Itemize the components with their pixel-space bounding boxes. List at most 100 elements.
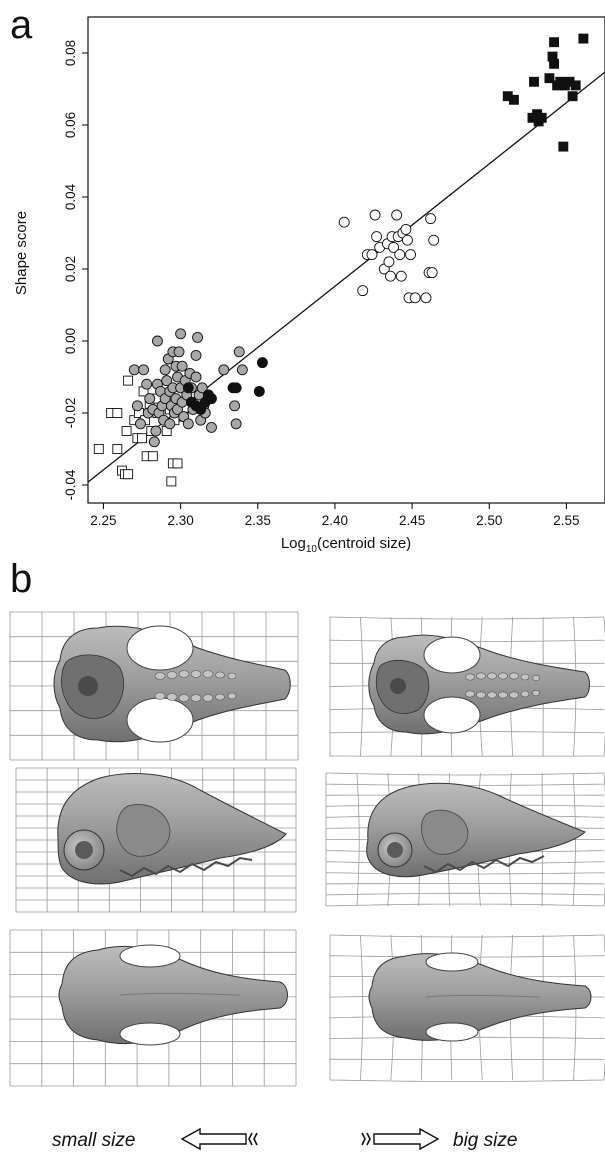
point-circle-open xyxy=(425,213,437,225)
skull-lateral-small xyxy=(57,773,287,885)
point-square-black xyxy=(549,37,560,48)
point-circle-black xyxy=(182,382,194,394)
point-circle-gray xyxy=(159,364,171,376)
y-tick-label: 0.06 xyxy=(63,112,78,138)
y-tick-label: 0.02 xyxy=(63,256,78,282)
point-circle-black xyxy=(253,385,265,397)
x-axis-ticks: 2.25 2.30 2.35 2.40 2.45 2.50 2.55 xyxy=(90,503,580,528)
point-circle-gray xyxy=(135,418,146,430)
point-circle-open xyxy=(338,216,350,228)
point-circle-gray xyxy=(190,349,202,361)
plot-frame xyxy=(87,16,605,504)
x-tick-label: 2.40 xyxy=(322,513,348,528)
caption-small-size: small size xyxy=(52,1130,135,1151)
point-circle-open xyxy=(369,209,381,221)
skull-lateral-big xyxy=(366,782,586,878)
x-axis-label-subscript: 10 xyxy=(306,544,318,555)
point-square-open xyxy=(93,444,104,454)
point-square-open xyxy=(172,458,183,469)
y-tick-label: -0.04 xyxy=(63,469,78,500)
point-circle-gray xyxy=(173,346,185,358)
point-circle-open xyxy=(420,292,432,304)
x-axis-label-prefix: Log xyxy=(281,535,306,552)
skull-dorsal-small xyxy=(58,944,288,1046)
point-circle-open xyxy=(391,209,403,221)
point-circle-gray xyxy=(148,436,160,448)
skull-ventral-small xyxy=(53,625,291,743)
point-circle-gray xyxy=(218,364,230,376)
x-axis-label: Log10(centroid size) xyxy=(281,535,411,555)
x-tick-label: 2.35 xyxy=(245,513,271,528)
grid-line-horizontal xyxy=(325,772,605,776)
arrow-right-icon xyxy=(361,1127,440,1151)
point-circle-gray xyxy=(230,418,242,430)
point-circle-gray xyxy=(161,375,173,387)
point-square-open xyxy=(137,433,147,444)
point-circle-gray xyxy=(175,328,187,340)
point-circle-black xyxy=(256,357,268,369)
grid-line-horizontal xyxy=(329,731,605,734)
x-tick-label: 2.25 xyxy=(90,513,116,528)
point-square-black xyxy=(549,58,560,69)
point-square-open xyxy=(112,444,123,454)
point-circle-gray xyxy=(144,393,156,405)
point-circle-open xyxy=(426,267,438,279)
point-circle-black xyxy=(230,382,242,394)
point-square-open xyxy=(121,426,132,436)
point-circle-gray xyxy=(138,364,150,376)
tooth-row-lower xyxy=(154,692,237,702)
point-circle-open xyxy=(400,223,412,235)
grid-line-horizontal xyxy=(325,872,605,875)
point-square-open xyxy=(123,375,134,386)
y-tick-label: 0.04 xyxy=(63,183,78,210)
point-circle-open xyxy=(388,241,400,253)
point-square-open xyxy=(112,408,123,418)
grid-line-vertical xyxy=(360,616,364,757)
point-circle-gray xyxy=(176,360,188,372)
caption-big-size: big size xyxy=(453,1130,517,1151)
x-tick-label: 2.30 xyxy=(167,513,193,528)
grid-line-vertical xyxy=(360,934,364,1081)
point-circle-gray xyxy=(196,382,208,394)
point-square-open xyxy=(123,469,134,480)
data-points xyxy=(93,33,589,487)
grid-line-horizontal xyxy=(325,892,605,896)
point-circle-open xyxy=(409,292,421,304)
point-circle-open xyxy=(428,234,440,246)
panel-letter-b: b xyxy=(10,557,32,601)
point-circle-gray xyxy=(229,400,241,412)
point-square-black xyxy=(508,94,519,105)
point-square-black xyxy=(567,91,578,102)
panel-letter-a: a xyxy=(10,3,33,47)
point-circle-open xyxy=(405,249,416,261)
point-circle-gray xyxy=(131,400,143,412)
point-circle-gray xyxy=(150,425,162,437)
point-circle-open xyxy=(366,249,378,261)
tooth-row-lower xyxy=(465,689,540,699)
y-axis-ticks: -0.04 -0.02 0.00 0.02 0.04 0.06 0.08 xyxy=(63,40,88,500)
point-square-black xyxy=(529,76,539,87)
point-circle-black xyxy=(206,393,217,405)
point-circle-open xyxy=(385,270,396,282)
grid-line-horizontal xyxy=(329,934,605,938)
point-circle-gray xyxy=(192,331,204,343)
point-square-open xyxy=(166,476,177,487)
point-circle-gray xyxy=(141,378,153,390)
point-circle-open xyxy=(394,249,406,261)
y-tick-label: -0.02 xyxy=(63,398,78,429)
scatter-plot: 2.25 2.30 2.35 2.40 2.45 2.50 2.55 -0.04 -0.02 0… xyxy=(63,16,605,528)
point-square-black xyxy=(558,141,569,152)
y-tick-label: 0.00 xyxy=(63,328,78,354)
point-circle-open xyxy=(383,256,395,268)
grid-line-horizontal xyxy=(325,903,605,907)
grid-line-horizontal xyxy=(329,1079,605,1083)
y-tick-label: 0.08 xyxy=(63,40,78,66)
point-circle-gray xyxy=(190,371,202,383)
point-square-black xyxy=(570,80,581,91)
grid-line-horizontal xyxy=(329,616,605,620)
x-tick-label: 2.50 xyxy=(476,513,502,528)
tooth-row-upper xyxy=(154,670,237,680)
x-tick-label: 2.45 xyxy=(399,513,425,528)
arrow-left-icon xyxy=(180,1127,258,1151)
